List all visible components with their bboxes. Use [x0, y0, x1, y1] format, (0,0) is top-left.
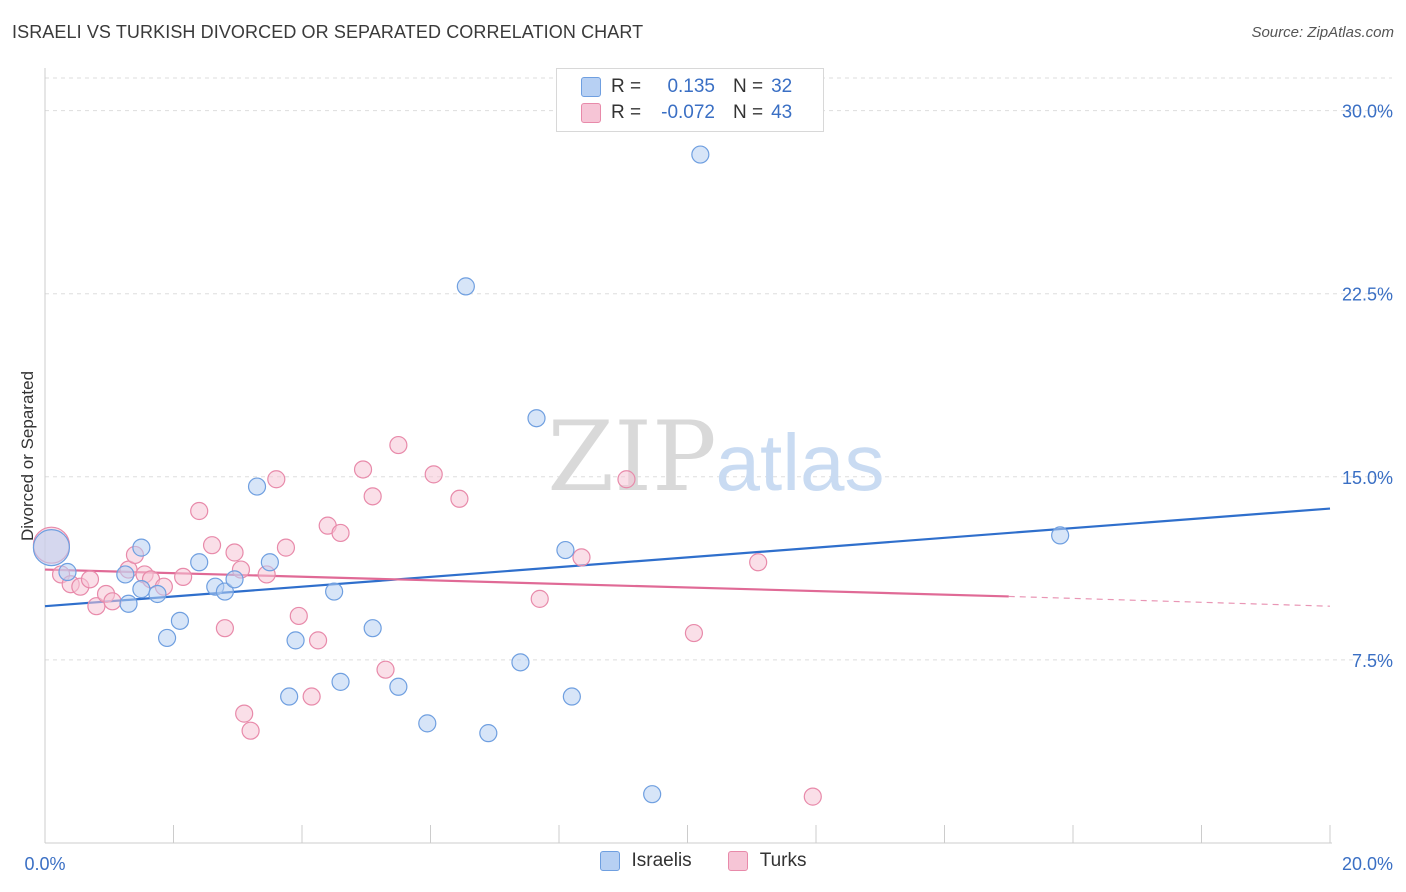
legend-label-turks: Turks: [759, 850, 807, 871]
israeli-point: [148, 584, 167, 604]
israeli-point: [389, 677, 408, 696]
turk-point: [749, 553, 768, 572]
turk-point: [289, 606, 308, 626]
israeli-point: [132, 538, 151, 557]
turk-point: [174, 567, 193, 587]
israeli-point: [190, 553, 209, 572]
data-points: [32, 145, 1070, 806]
turk-point: [241, 721, 260, 740]
turk-point: [267, 470, 286, 489]
israeli-point: [363, 619, 382, 638]
x-tick-label: 0.0%: [24, 854, 65, 874]
israeli-point: [58, 562, 77, 582]
turk-point: [803, 787, 822, 806]
legend-r-label: R =: [611, 76, 642, 97]
turk-point: [617, 470, 636, 489]
watermark: ZIP atlas: [547, 401, 884, 513]
israeli-point: [479, 724, 498, 743]
trend-lines: [44, 507, 1331, 608]
turk-point: [331, 523, 350, 543]
turk-point: [215, 619, 234, 638]
turk-point: [276, 538, 296, 557]
israeli-point: [691, 145, 710, 164]
turk-point: [308, 631, 328, 650]
legend-n-label: N =: [733, 102, 764, 123]
turk-point: [80, 570, 100, 589]
israelis-legend-swatch: [599, 851, 620, 871]
legend-label-israelis: Israelis: [631, 850, 692, 871]
israeli-point: [215, 582, 234, 601]
series-legend: Israelis Turks: [0, 850, 1406, 872]
turk-point: [190, 501, 209, 521]
correlation-legend: R = 0.135 N = 32 R = -0.072 N = 43: [556, 68, 824, 132]
israeli-point: [511, 653, 530, 672]
turk-point: [450, 489, 469, 508]
turk-point: [302, 687, 321, 706]
israeli-point: [170, 611, 190, 630]
israelis-swatch: [581, 77, 601, 97]
israeli-point: [331, 672, 350, 691]
y-tick-label: 7.5%: [1352, 651, 1393, 671]
israeli-point: [556, 540, 575, 560]
turk-point: [684, 623, 704, 643]
israeli-point: [325, 582, 344, 601]
turks-trend-line: [44, 568, 1009, 598]
israeli-point: [643, 785, 662, 804]
legend-n-value: 43: [771, 102, 793, 123]
turk-point: [202, 536, 222, 555]
israeli-point: [456, 277, 475, 296]
y-tick-label: 15.0%: [1342, 468, 1393, 488]
watermark-zip: ZIP: [547, 401, 716, 513]
legend-row-israelis: R = 0.135 N = 32: [581, 75, 792, 99]
israeli-point: [157, 628, 177, 648]
israeli-point: [562, 687, 581, 706]
israeli-point: [119, 594, 138, 613]
israeli-point: [260, 553, 279, 572]
israeli-point: [418, 714, 437, 733]
turk-point: [389, 435, 408, 455]
y-axis-label: Divorced or Separated: [18, 370, 37, 542]
turk-point: [424, 465, 443, 484]
israeli-point: [286, 631, 305, 650]
legend-r-value: -0.072: [661, 102, 715, 123]
israeli-point: [116, 565, 135, 584]
watermark-atlas: atlas: [716, 418, 885, 507]
turk-point: [235, 704, 254, 723]
turk-point: [225, 543, 244, 562]
israeli-point: [132, 580, 151, 599]
israeli-point: [247, 477, 267, 496]
israeli-point: [32, 529, 71, 567]
legend-item-turks[interactable]: Turks: [727, 850, 807, 872]
legend-n-value: 32: [771, 76, 793, 97]
legend-item-israelis[interactable]: Israelis: [599, 850, 692, 872]
turks-legend-swatch: [727, 851, 748, 871]
legend-r-value: 0.135: [667, 76, 715, 97]
x-tick-label: 20.0%: [1342, 854, 1393, 874]
y-tick-label: 30.0%: [1342, 102, 1393, 122]
y-tick-label: 22.5%: [1342, 285, 1393, 305]
tick-labels: 7.5% 15.0% 22.5% 30.0% 0.0% 20.0%: [24, 102, 1393, 874]
turks-trend-extension: [1008, 595, 1331, 607]
legend-r-label: R =: [611, 102, 642, 123]
turk-point: [572, 548, 591, 567]
chart-title: ISRAELI VS TURKISH DIVORCED OR SEPARATED…: [12, 22, 644, 42]
israeli-point: [1051, 526, 1070, 545]
source-label: Source: ZipAtlas.com: [1251, 24, 1394, 41]
turk-point: [376, 660, 395, 679]
turk-point: [530, 589, 549, 608]
israeli-point: [280, 687, 299, 706]
israeli-point: [225, 570, 244, 589]
axes: [44, 68, 1332, 844]
turk-point: [363, 487, 382, 506]
israeli-point: [527, 409, 546, 428]
turk-point: [353, 460, 373, 479]
turks-swatch: [581, 103, 601, 123]
israelis-trend-line: [44, 507, 1331, 608]
turk-point: [103, 592, 122, 611]
legend-n-label: N =: [733, 76, 764, 97]
legend-row-turks: R = -0.072 N = 43: [581, 101, 792, 125]
